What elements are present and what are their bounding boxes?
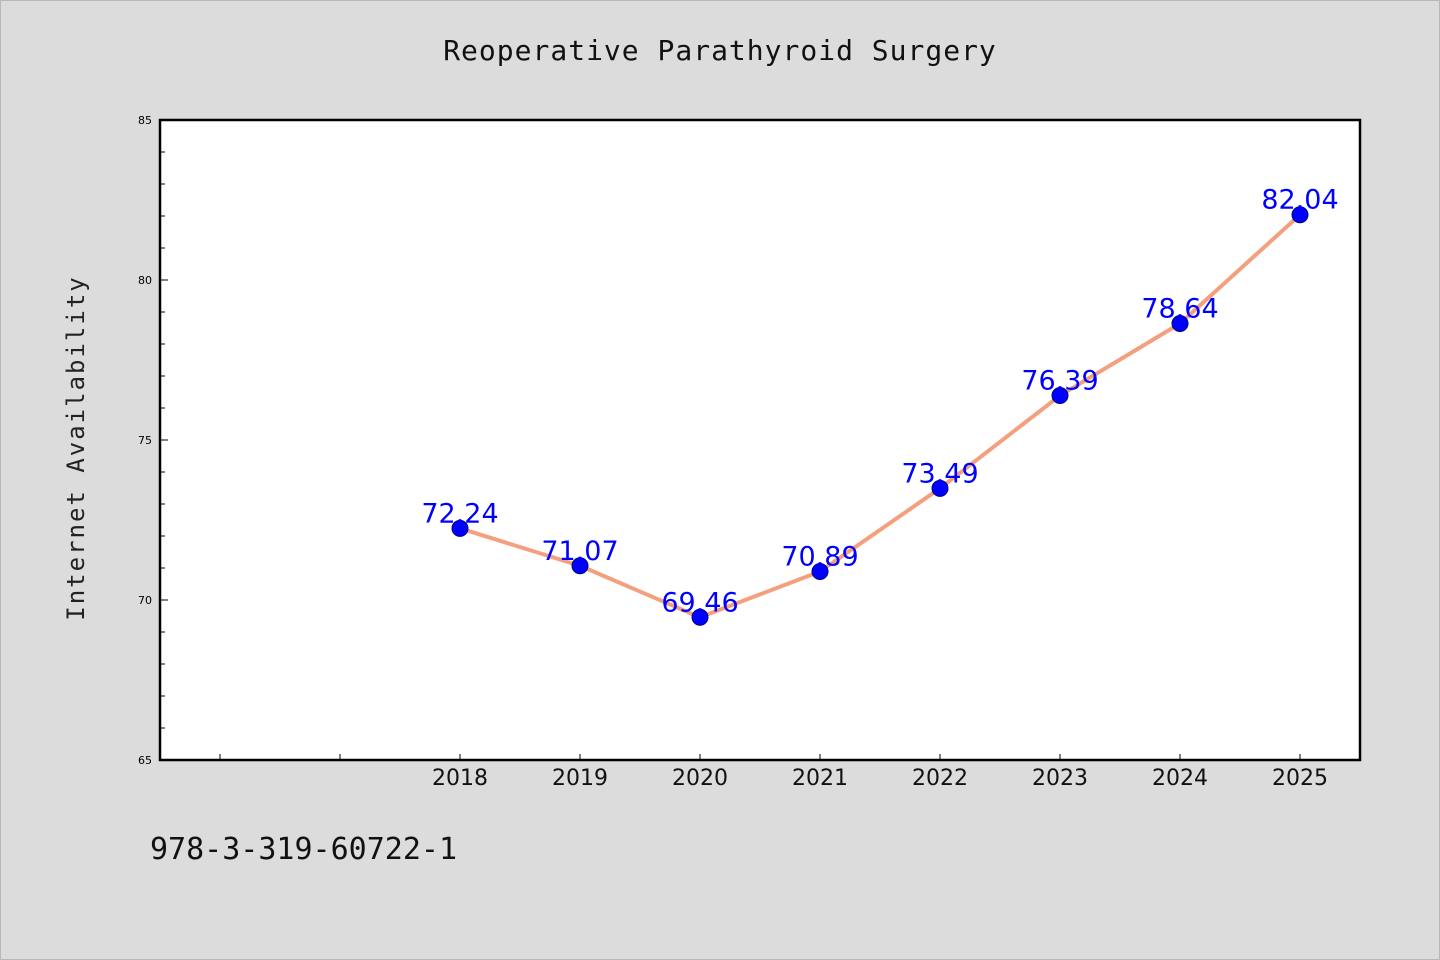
x-tick-label: 2025 [1272,766,1328,791]
data-point [931,479,949,497]
x-tick-label: 2024 [1152,766,1208,791]
x-tick-label: 2019 [552,766,608,791]
data-point [811,563,829,581]
x-axis: 2018 2019 2020 2021 2022 2023 2024 2025 [219,754,1328,791]
data-label: 69.46 [661,587,738,618]
plot-area [158,118,1362,762]
series-line [458,212,1302,620]
data-point [1171,315,1189,333]
data-label: 76.39 [1021,366,1098,397]
data-point [1291,206,1309,224]
y-tick-label: 85 [138,114,152,127]
y-tick-label: 65 [138,754,152,767]
y-tick-label: 70 [138,594,152,607]
data-label: 71.07 [541,536,618,567]
series-layer: 72.24 71.07 69.46 70.89 73.49 76.39 78.64 82.04 [421,185,1339,626]
data-point [1051,387,1069,405]
y-tick-label: 80 [138,274,152,287]
data-point [571,557,589,575]
x-tick-label: 2023 [1032,766,1088,791]
chart-title: Reoperative Parathyroid Surgery [443,34,997,67]
y-axis: 65 70 75 80 85 [138,114,168,767]
isbn-text: 978-3-319-60722-1 [150,832,458,867]
data-label: 73.49 [901,458,978,489]
x-tick-label: 2022 [912,766,968,791]
data-label: 70.89 [781,542,858,573]
data-point [451,519,469,537]
data-label: 72.24 [421,498,498,529]
x-tick-label: 2020 [672,766,728,791]
x-tick-label: 2018 [432,766,488,791]
data-label: 78.64 [1141,294,1218,325]
data-label: 82.04 [1261,185,1338,216]
data-point [691,608,709,626]
x-tick-label: 2021 [792,766,848,791]
y-tick-label: 75 [138,434,152,447]
